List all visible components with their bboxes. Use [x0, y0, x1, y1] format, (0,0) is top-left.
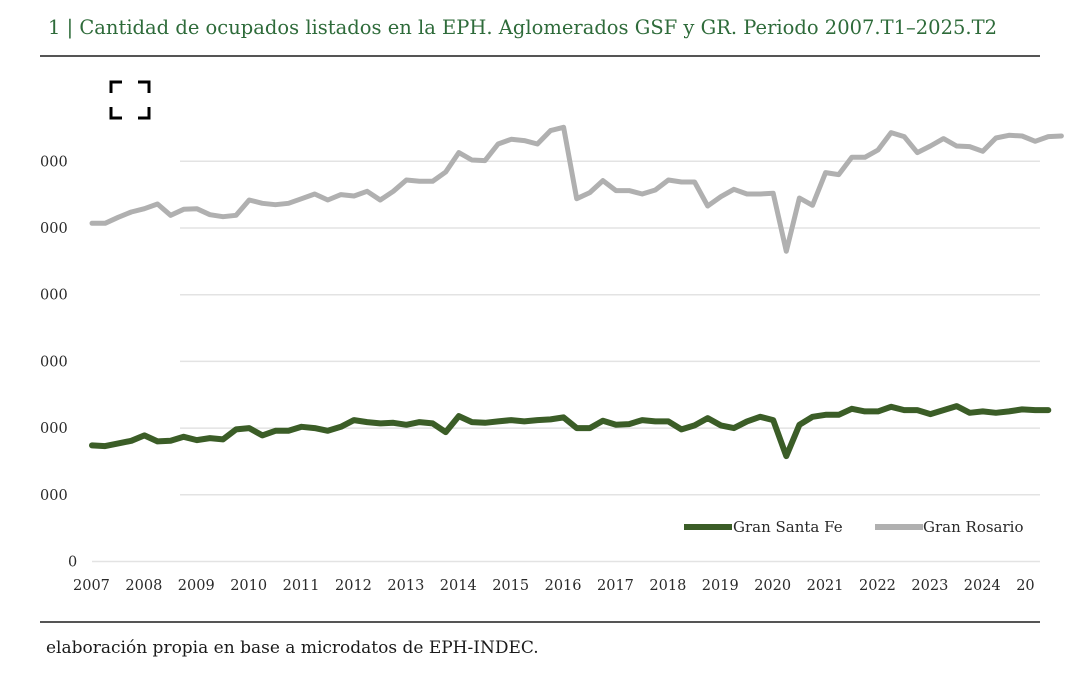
y-tick-label: 000	[40, 288, 68, 304]
y-tick-label: 0	[68, 555, 77, 571]
x-tick-label: 2014	[440, 578, 477, 594]
x-tick-label: 2022	[859, 578, 896, 594]
x-tick-label: 2020	[754, 578, 791, 594]
y-tick-label: 000	[40, 354, 68, 370]
y-tick-label: 000	[40, 421, 68, 437]
legend-label-gran-rosario: Gran Rosario	[923, 518, 1024, 536]
x-axis-ticks: 2007 2008 2009 2010 2011 2012 2013 2014 2015 2016…	[73, 578, 1035, 594]
x-tick-label: 2023	[911, 578, 948, 594]
x-tick-label: 2021	[807, 578, 844, 594]
source-note: elaboración propia en base a microdatos …	[46, 638, 539, 658]
x-tick-label: 2012	[335, 578, 372, 594]
series-line-gran-santa-fe	[89, 403, 1052, 460]
gridlines	[92, 160, 1040, 563]
x-tick-label: 2016	[545, 578, 582, 594]
x-tick-label: 2008	[125, 578, 162, 594]
x-tick-label: 2007	[73, 578, 110, 594]
series-line-gran-rosario	[89, 124, 1064, 254]
x-tick-label: 20	[1016, 578, 1034, 594]
legend: Gran Santa Fe Gran Rosario	[684, 518, 1024, 536]
x-tick-label: 2011	[283, 578, 320, 594]
x-tick-label: 2024	[964, 578, 1001, 594]
chart-title: 1 | Cantidad de ocupados listados en la …	[48, 16, 998, 39]
fullscreen-icon[interactable]	[98, 68, 164, 132]
legend-label-gran-santa-fe: Gran Santa Fe	[733, 518, 843, 536]
x-tick-label: 2009	[178, 578, 215, 594]
x-tick-label: 2018	[649, 578, 686, 594]
x-tick-label: 2015	[492, 578, 529, 594]
y-tick-label: 000	[40, 488, 68, 504]
x-tick-label: 2013	[387, 578, 424, 594]
y-tick-label: 000	[40, 154, 68, 170]
series-lines	[89, 124, 1064, 460]
x-tick-label: 2019	[702, 578, 739, 594]
y-tick-label: 000	[40, 221, 68, 237]
x-tick-label: 2017	[597, 578, 634, 594]
x-tick-label: 2010	[230, 578, 267, 594]
